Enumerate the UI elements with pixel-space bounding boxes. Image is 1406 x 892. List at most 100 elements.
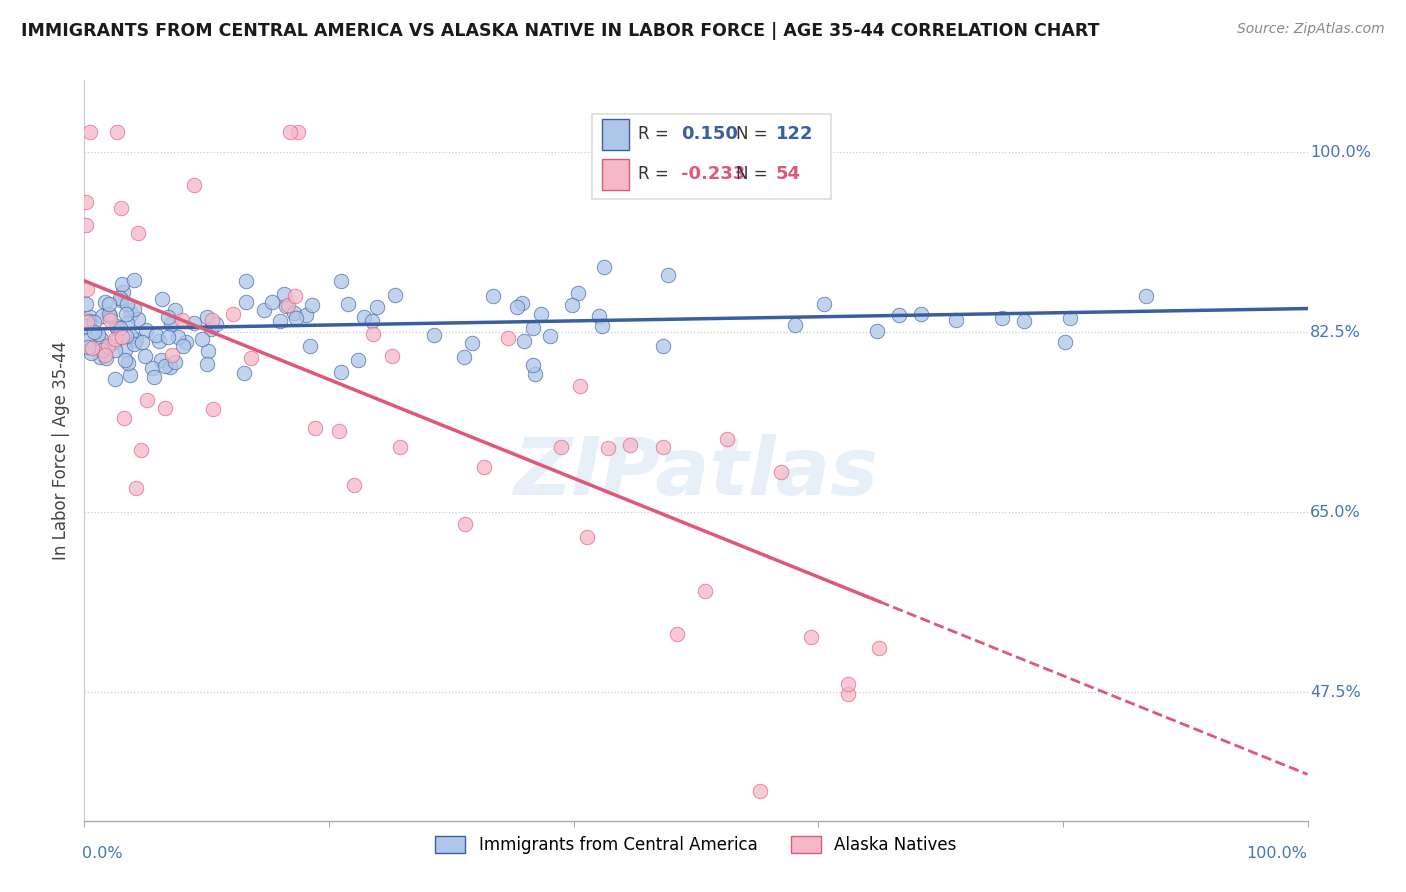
Point	[195, 310, 218, 325]
FancyBboxPatch shape	[592, 113, 831, 199]
Point	[716, 433, 738, 447]
Point	[98, 297, 121, 311]
Point	[569, 379, 592, 393]
Point	[135, 323, 157, 337]
Point	[112, 410, 135, 425]
Text: N =: N =	[737, 126, 773, 144]
Point	[273, 287, 295, 301]
Point	[205, 317, 228, 331]
Point	[165, 302, 187, 317]
Point	[170, 313, 193, 327]
Point	[482, 289, 505, 303]
Point	[283, 306, 305, 320]
Point	[277, 298, 299, 312]
Point	[98, 307, 121, 321]
Point	[114, 343, 136, 358]
Point	[522, 321, 544, 335]
Point	[510, 296, 533, 310]
Point	[353, 310, 375, 325]
Point	[287, 125, 309, 139]
Text: 100.0%: 100.0%	[1247, 847, 1308, 862]
Point	[336, 297, 359, 311]
Point	[665, 627, 688, 641]
Point	[366, 300, 388, 314]
Point	[117, 297, 139, 311]
Point	[111, 277, 134, 292]
Point	[75, 195, 97, 210]
Point	[94, 294, 117, 309]
Text: 54: 54	[776, 165, 800, 183]
Point	[120, 328, 142, 343]
Point	[114, 353, 136, 368]
Point	[89, 350, 111, 364]
Point	[388, 440, 411, 454]
Point	[79, 314, 101, 328]
Point	[103, 334, 125, 349]
Point	[110, 291, 132, 305]
Point	[98, 309, 121, 323]
Point	[1012, 314, 1035, 328]
Point	[110, 293, 132, 308]
Point	[1053, 334, 1076, 349]
Point	[284, 289, 307, 303]
Point	[454, 516, 477, 531]
Legend: Immigrants from Central America, Alaska Natives: Immigrants from Central America, Alaska …	[429, 829, 963, 861]
Point	[183, 178, 205, 192]
Point	[328, 424, 350, 438]
Point	[496, 331, 519, 345]
Point	[800, 630, 823, 644]
Text: R =: R =	[638, 126, 675, 144]
Point	[114, 328, 136, 343]
Point	[160, 317, 183, 331]
Point	[127, 312, 149, 326]
Point	[174, 334, 197, 349]
Point	[837, 688, 859, 702]
Text: 122: 122	[776, 126, 813, 144]
Point	[588, 309, 610, 323]
Point	[153, 401, 176, 415]
Text: 100.0%: 100.0%	[1310, 145, 1371, 160]
Point	[165, 354, 187, 368]
Point	[222, 307, 245, 321]
Point	[330, 274, 353, 288]
Point	[153, 359, 176, 374]
Point	[122, 337, 145, 351]
Point	[191, 333, 214, 347]
Point	[347, 352, 370, 367]
Point	[381, 349, 404, 363]
Point	[343, 478, 366, 492]
Point	[142, 370, 165, 384]
Point	[105, 125, 128, 139]
Point	[148, 334, 170, 349]
Point	[294, 309, 316, 323]
Point	[785, 318, 807, 332]
Point	[83, 315, 105, 329]
Point	[122, 301, 145, 316]
Point	[136, 392, 159, 407]
Point	[80, 341, 103, 355]
Point	[538, 329, 561, 343]
Point	[94, 351, 117, 365]
Text: 0.0%: 0.0%	[82, 847, 122, 862]
Point	[523, 368, 546, 382]
Point	[118, 368, 141, 383]
Text: IMMIGRANTS FROM CENTRAL AMERICA VS ALASKA NATIVE IN LABOR FORCE | AGE 35-44 CORR: IMMIGRANTS FROM CENTRAL AMERICA VS ALASK…	[21, 22, 1099, 40]
Point	[125, 481, 148, 495]
Point	[591, 319, 613, 334]
Point	[472, 460, 495, 475]
Point	[160, 348, 183, 362]
Point	[76, 315, 98, 329]
Point	[274, 299, 297, 313]
Point	[111, 330, 134, 344]
Point	[889, 308, 911, 322]
Point	[301, 298, 323, 312]
Point	[104, 372, 127, 386]
Text: ZIPatlas: ZIPatlas	[513, 434, 879, 512]
Point	[598, 441, 620, 455]
Point	[201, 313, 224, 327]
FancyBboxPatch shape	[602, 119, 628, 150]
Point	[159, 360, 181, 375]
Point	[1135, 289, 1157, 303]
Point	[550, 441, 572, 455]
Point	[110, 201, 132, 215]
